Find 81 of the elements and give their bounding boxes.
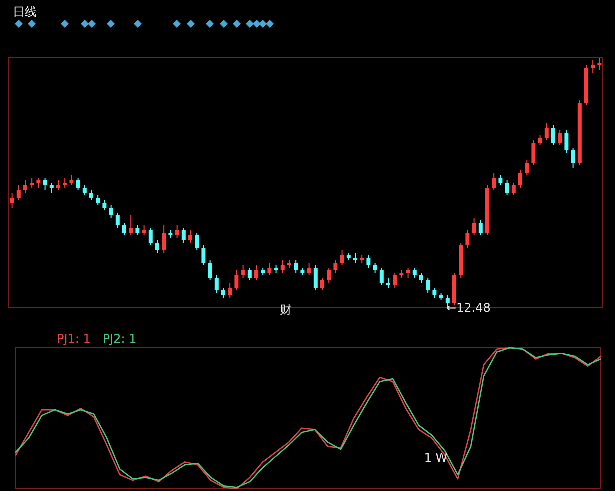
candlestick [492,172,496,191]
candlestick [406,268,410,278]
candlestick [426,278,430,294]
candlestick [136,225,140,236]
candlestick [222,288,226,298]
candlestick [156,240,160,254]
candlestick [90,190,94,201]
candlestick [70,175,74,186]
candlestick [386,278,390,288]
candlestick [24,180,28,194]
candlestick [175,225,180,238]
candlestick [354,252,358,264]
candlestick [512,182,516,196]
annotation: ←12.48 [446,301,491,316]
candlestick [314,265,318,291]
candlestick [373,262,378,274]
annotation: 1 W [424,451,448,465]
candlestick [129,215,134,236]
candlestick [591,60,596,74]
candlestick [571,148,576,168]
candlestick [122,222,126,236]
text: PJ2: 1 [102,332,137,346]
candlestick [195,232,200,251]
candlestick [142,225,146,236]
candlestick [393,272,398,288]
candlestick [320,278,324,291]
candlestick [248,268,252,281]
candlestick [538,135,542,146]
candlestick [234,270,239,291]
candlestick [102,200,107,211]
candlestick [598,58,602,71]
candlestick [148,228,153,246]
candlestick [109,205,114,218]
candlestick [525,160,530,176]
candlestick [208,260,212,281]
candlestick [380,268,384,286]
candlestick [412,268,417,278]
candlestick [327,268,332,284]
candlestick [280,260,285,274]
candlestick [228,282,232,298]
candlestick [182,228,186,244]
candlestick [472,218,476,236]
candlestick [294,260,298,274]
candlestick [432,288,437,298]
candlestick [366,255,371,268]
candlestick [16,185,21,201]
candlestick [63,178,68,188]
candlestick [466,230,470,248]
candlestick [162,225,166,254]
candlestick [76,178,80,191]
candlestick [82,185,87,196]
candlestick [36,178,41,188]
candlestick [334,260,338,274]
candlestick [50,182,54,194]
candlestick [420,272,424,284]
candlestick [552,125,556,146]
candlestick [202,245,206,266]
candlestick [214,275,219,294]
candlestick [10,192,14,208]
candlestick [241,265,246,278]
candlestick [505,180,510,196]
candlestick [564,130,569,154]
candlestick [478,220,483,236]
candlestick [307,262,312,276]
candlestick [544,122,549,141]
text: PJ1: 1 [57,332,91,346]
candlestick [188,230,192,244]
candlestick [30,178,34,188]
candlestick [56,180,60,191]
candlestick [498,175,503,186]
annotation: 财 [280,303,292,318]
candlestick [96,195,100,206]
candlestick [254,265,258,281]
candlestick [43,178,48,191]
candlestick [532,140,536,166]
chart-title: 日线 [13,5,37,19]
candlestick [116,212,120,228]
candlestick [340,250,344,266]
candlestick [518,170,522,188]
candlestick [558,130,562,146]
candlestick [268,262,272,276]
